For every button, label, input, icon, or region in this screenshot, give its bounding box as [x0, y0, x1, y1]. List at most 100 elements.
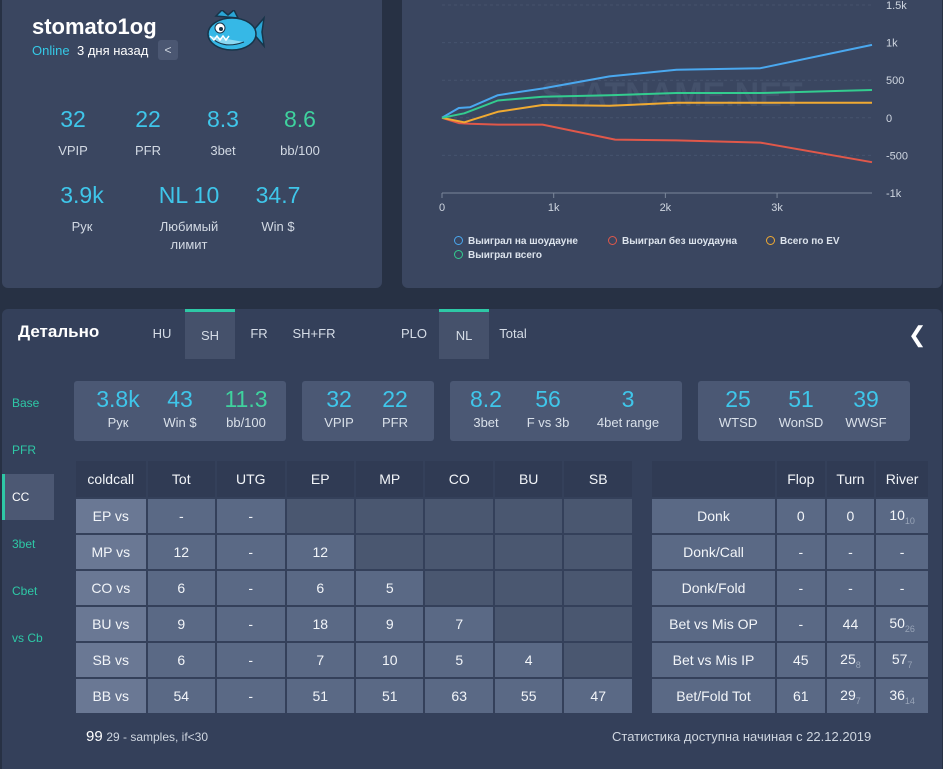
row-label: EP vs [76, 499, 146, 533]
stats-since: Статистика доступна начиная с 22.12.2019 [612, 729, 872, 744]
detail-stat-label: Рук [107, 415, 129, 430]
table-cell: - [217, 679, 285, 713]
table-cell: - [147, 499, 216, 533]
tab-fr[interactable]: FR [250, 326, 268, 341]
detail-stat-label: Win $ [163, 415, 197, 430]
table-cell: - [217, 535, 285, 569]
detail-stat: 3 4bet range [588, 381, 668, 430]
tab-nl[interactable]: NL [439, 309, 489, 359]
legend-item[interactable]: Выиграл всего [454, 250, 542, 261]
table-cell: 6 [286, 571, 354, 605]
detail-title: Детально [18, 322, 100, 341]
table-cell: 44 [826, 607, 875, 641]
table-cell [564, 607, 632, 641]
side-item-vs-cb[interactable]: vs Cb [12, 631, 43, 645]
tab-total[interactable]: Total [499, 326, 527, 341]
row-label: Donk/Call [652, 535, 775, 569]
table-cell: 9 [355, 607, 424, 641]
tab-sh-fr[interactable]: SH+FR [292, 326, 336, 341]
table-cell: 51 [286, 679, 354, 713]
column-header: EP [286, 461, 354, 497]
table-cell [494, 499, 563, 533]
column-header: MP [355, 461, 424, 497]
table-cell [494, 535, 563, 569]
table-cell: - [876, 535, 928, 569]
legend-marker-icon [454, 236, 463, 245]
tab-sh[interactable]: SH [185, 309, 235, 359]
x-tick-label: 1k [548, 202, 560, 214]
table-cell: 0 [826, 499, 875, 533]
cell-value: 36 [889, 686, 905, 703]
table-cell: 577 [876, 643, 928, 677]
cell-sample-count: 26 [904, 623, 915, 634]
table-cell [494, 607, 563, 641]
table-cell: 51 [355, 679, 424, 713]
row-label: MP vs [76, 535, 146, 569]
table-cell: - [217, 607, 285, 641]
table-cell [425, 535, 493, 569]
cell-sample-count: 7 [907, 659, 913, 670]
legend-item[interactable]: Всего по EV [766, 236, 840, 247]
y-tick-label: 0 [886, 113, 892, 125]
legend-label: Выиграл на шоудауне [468, 236, 578, 247]
cell-value: - [848, 580, 853, 596]
profile-stat: 8.3 3bet [183, 106, 263, 160]
y-tick-label: -500 [886, 150, 908, 162]
cell-value: - [798, 616, 804, 632]
cell-value: - [899, 544, 905, 560]
table-cell: 4 [494, 643, 563, 677]
cell-value: - [798, 544, 804, 560]
table-cell [355, 535, 424, 569]
legend-item[interactable]: Выиграл на шоудауне [454, 236, 578, 247]
column-header: Turn [826, 461, 875, 497]
share-icon: < [164, 43, 172, 57]
cell-sample-count: 7 [855, 695, 861, 706]
detail-stat-label: bb/100 [226, 415, 266, 430]
table-cell: 47 [564, 679, 632, 713]
table-cell: 1010 [876, 499, 928, 533]
share-button[interactable]: < [158, 40, 178, 60]
tab-plo[interactable]: PLO [400, 326, 427, 341]
graph-card: STATNAME.NET 1.5k 1k 500 0 -500 -1k 0 1k 2k 3k Выи… [402, 0, 942, 288]
side-item-3bet[interactable]: 3bet [12, 537, 36, 551]
detail-stat-label: PFR [382, 415, 408, 430]
detail-stat-label: WWSF [845, 415, 887, 430]
profile-stat-value: NL 10 [158, 182, 220, 208]
table-cell: 7 [286, 643, 354, 677]
back-button[interactable]: ❮ [908, 322, 926, 348]
table-cell: 3614 [876, 679, 928, 713]
table-row: SB vs 6-7 10 5 4 [76, 643, 632, 677]
profile-stat-value: 32 [60, 106, 86, 132]
table-cell [425, 499, 493, 533]
table-cell [355, 499, 424, 533]
profile-stat-value: 8.3 [207, 106, 239, 132]
cell-value: Bet vs Mis IP [672, 652, 755, 668]
table-cell: 297 [826, 679, 875, 713]
table-cell: 5 [425, 643, 493, 677]
x-tick-label: 0 [439, 202, 445, 214]
profile-stat-label: VPIP [58, 143, 88, 158]
detail-stat-label: 4bet range [596, 415, 660, 430]
table-row: CO vs 6-6 5 [76, 571, 632, 605]
side-item-cbet[interactable]: Cbet [12, 584, 38, 598]
legend-marker-icon [454, 250, 463, 259]
legend-label: Выиграл всего [468, 250, 543, 261]
cell-value: 0 [796, 508, 805, 524]
cell-value: Donk/Fold [681, 580, 746, 596]
table-row: BU vs 9-18 9 7 [76, 607, 632, 641]
cell-sample-count: 10 [904, 515, 915, 526]
side-item-cc[interactable]: CC [2, 474, 54, 520]
profile-stat-value: 8.6 [284, 106, 316, 132]
samples-value: 99 [86, 728, 103, 745]
legend-marker-icon [608, 236, 617, 245]
side-item-base[interactable]: Base [12, 396, 40, 410]
legend-item[interactable]: Выиграл без шоудауна [608, 236, 737, 247]
table-cell: - [826, 535, 875, 569]
y-tick-label: 1k [886, 38, 898, 50]
x-tick-label: 2k [660, 202, 672, 214]
side-item-pfr[interactable]: PFR [12, 443, 36, 457]
cell-value: Donk/Call [683, 544, 744, 560]
tab-hu[interactable]: HU [152, 326, 172, 341]
table-header-row: coldcall Tot UTG EP MP CO BU SB [76, 461, 632, 497]
